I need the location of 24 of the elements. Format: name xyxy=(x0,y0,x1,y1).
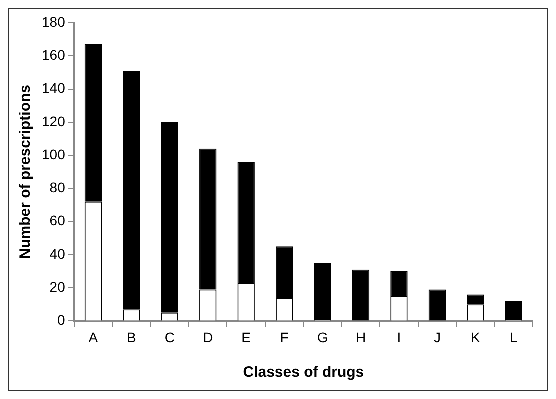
x-axis-title: Classes of drugs xyxy=(243,364,364,382)
y-axis-title: Number of prescriptions xyxy=(17,85,34,260)
x-tick-label: C xyxy=(164,329,175,346)
x-tick-label: K xyxy=(471,329,481,346)
x-tick-label: E xyxy=(242,329,252,346)
y-tick-label: 100 xyxy=(42,146,66,162)
x-tick-label: A xyxy=(88,329,99,346)
x-tick-label: D xyxy=(203,329,214,346)
y-tick-label: 60 xyxy=(50,212,66,229)
y-tick-label: 80 xyxy=(50,180,66,196)
y-tick-label: 20 xyxy=(50,278,66,295)
y-tick-label: 40 xyxy=(50,246,66,262)
y-tick-label: 140 xyxy=(42,80,66,96)
x-tick-label: I xyxy=(397,329,402,346)
x-tick-label: L xyxy=(510,329,518,346)
x-tick-label: F xyxy=(280,329,289,346)
x-tick-label: G xyxy=(317,329,328,346)
y-tick-label: 0 xyxy=(58,312,66,328)
y-tick-label: 160 xyxy=(42,46,66,63)
x-tick-label: J xyxy=(434,329,441,346)
x-tick-label: B xyxy=(127,329,136,346)
y-tick-label: 120 xyxy=(42,113,66,130)
x-tick-label: H xyxy=(356,329,366,346)
y-tick-label: 180 xyxy=(42,14,66,30)
